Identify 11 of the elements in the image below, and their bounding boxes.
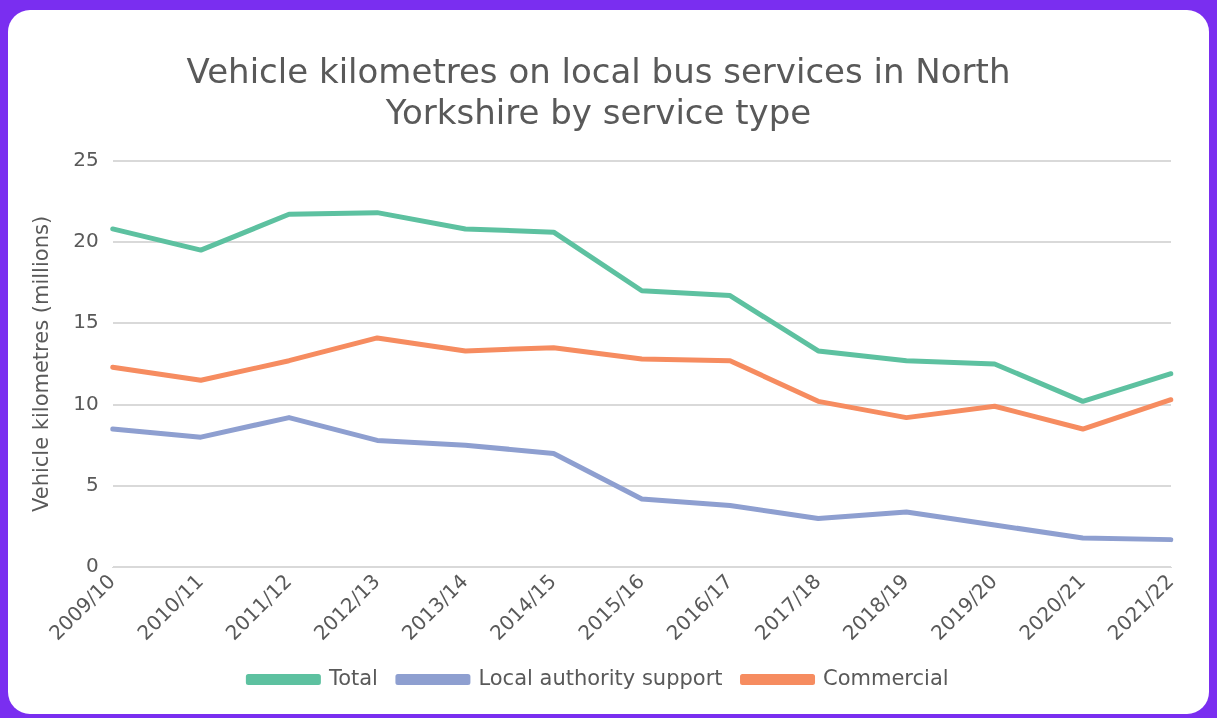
y-tick-label: 0: [85, 553, 99, 578]
chart-title: Vehicle kilometres on local bus services in North Yorkshire by service type: [186, 51, 1011, 133]
y-tick-label: 15: [73, 309, 99, 334]
y-tick-label: 10: [73, 390, 99, 415]
y-axis-title: Vehicle kilometres (millions): [29, 215, 54, 512]
legend-label: Total: [327, 665, 378, 690]
legend-label: Commercial: [823, 665, 949, 690]
legend-label: Local authority support: [478, 665, 723, 690]
y-tick-label: 25: [73, 146, 99, 171]
y-tick-label: 20: [73, 228, 99, 253]
y-tick-label: 5: [85, 472, 99, 497]
